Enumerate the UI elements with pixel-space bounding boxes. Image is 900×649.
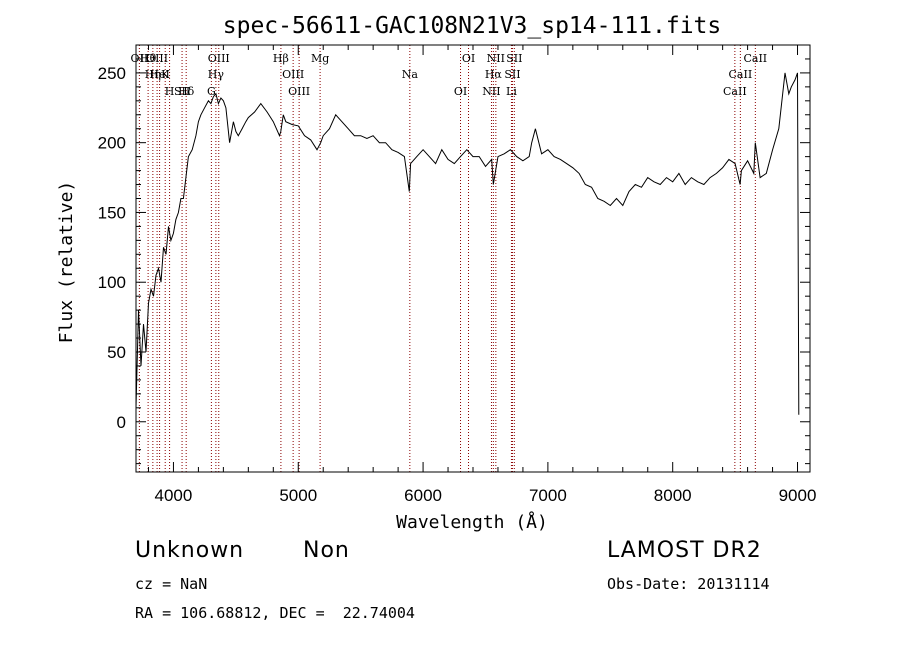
spectrum-chart: spec-56611-GAC108N21V3_sp14-111.fits Hθ K… (56, 13, 817, 533)
spectral-line-label: Hη (145, 68, 161, 81)
observation-date: Obs-Date: 20131114 (607, 575, 770, 593)
y-tick-label: 200 (98, 134, 126, 153)
spectral-line-label: CaII (723, 85, 747, 98)
spectral-line-label: NII (487, 52, 505, 65)
x-tick-label: 5000 (279, 486, 317, 505)
spectrum-line (135, 72, 800, 415)
spectral-line-label: OIII (146, 52, 168, 65)
spectral-line-label: OI (454, 85, 467, 98)
chart-title: spec-56611-GAC108N21V3_sp14-111.fits (223, 13, 722, 39)
y-tick-label: 0 (117, 413, 126, 432)
x-tick-label: 7000 (529, 486, 567, 505)
spectral-line-label: OIII (288, 85, 310, 98)
redshift-cz: cz = NaN (135, 575, 208, 593)
spectral-line-label: SII (174, 85, 190, 98)
spectral-line-label: Hδ (178, 85, 195, 98)
spectral-line-label: H (165, 85, 175, 98)
spectral-line-label: OI (462, 52, 475, 65)
x-tick-label: 6000 (404, 486, 442, 505)
y-tick-label: 100 (98, 273, 126, 292)
y-axis-ticks: 0 50 100 150 200 250 (98, 44, 810, 465)
spectral-line-label: SII (504, 68, 520, 81)
spectral-line-markers (138, 45, 756, 472)
spectral-line-label: Hγ (208, 68, 225, 81)
spectral-line-label: Li (506, 85, 517, 98)
spectral-line-label: OIII (208, 52, 230, 65)
y-tick-label: 150 (98, 203, 126, 222)
y-tick-label: 50 (107, 343, 126, 362)
spectral-line-label: CaII (743, 52, 767, 65)
spectral-line-labels: HθKHδOIIHeISIIOIIIHηHOIIIHγGHβOIIIOIIIMg… (131, 52, 768, 98)
x-axis-label: Wavelength (Å) (396, 511, 548, 533)
x-axis-ticks: 4000 5000 6000 7000 8000 9000 (147, 45, 817, 505)
x-tick-label: 4000 (155, 486, 193, 505)
x-tick-label: 9000 (779, 486, 817, 505)
y-tick-label: 250 (98, 64, 126, 83)
spectral-line-label: CaII (729, 68, 753, 81)
spectral-line-label: Hθ (140, 52, 157, 65)
x-tick-label: 8000 (654, 486, 692, 505)
plot-frame (135, 44, 811, 473)
survey-name: LAMOST DR2 (607, 538, 762, 563)
spectral-line-label: OIII (282, 68, 304, 81)
spectral-line-label: Hβ (273, 52, 289, 65)
spectral-line-label: NII (482, 85, 500, 98)
object-subclass: Non (303, 538, 350, 563)
spectral-line-label: G (207, 85, 216, 98)
spectral-line-label: Mg (311, 52, 329, 65)
spectral-line-label: K (161, 68, 170, 81)
y-axis-label: Flux (relative) (56, 181, 77, 344)
spectral-line-label: SII (506, 52, 522, 65)
ra-dec-coordinates: RA = 106.68812, DEC = 22.74004 (135, 604, 415, 622)
spectral-line-label: Hα (485, 68, 503, 81)
object-class: Unknown (135, 538, 245, 563)
spectral-line-label: Na (402, 68, 419, 81)
spectral-line-label: HeI (149, 68, 169, 81)
